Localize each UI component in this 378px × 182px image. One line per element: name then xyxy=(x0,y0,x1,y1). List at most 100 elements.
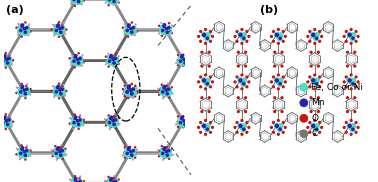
Circle shape xyxy=(107,4,110,6)
Circle shape xyxy=(167,149,170,153)
Circle shape xyxy=(182,123,187,128)
Circle shape xyxy=(21,85,25,88)
Circle shape xyxy=(72,59,76,63)
Circle shape xyxy=(170,32,173,34)
Circle shape xyxy=(26,152,31,157)
Circle shape xyxy=(58,150,62,153)
Circle shape xyxy=(167,25,172,31)
Circle shape xyxy=(277,87,280,90)
Circle shape xyxy=(20,144,23,147)
Circle shape xyxy=(313,127,319,132)
Circle shape xyxy=(162,147,166,151)
Circle shape xyxy=(166,92,169,96)
Circle shape xyxy=(129,88,133,92)
Circle shape xyxy=(306,80,310,84)
Circle shape xyxy=(58,82,60,85)
Circle shape xyxy=(167,87,172,92)
Circle shape xyxy=(136,87,138,89)
Circle shape xyxy=(177,120,179,123)
Circle shape xyxy=(132,149,135,153)
Circle shape xyxy=(51,149,53,151)
Circle shape xyxy=(136,30,138,33)
Circle shape xyxy=(74,181,79,182)
Circle shape xyxy=(284,126,287,129)
Circle shape xyxy=(282,85,285,88)
Circle shape xyxy=(112,177,115,179)
Circle shape xyxy=(130,30,134,34)
Circle shape xyxy=(273,51,276,54)
Circle shape xyxy=(19,30,24,35)
Circle shape xyxy=(164,154,169,159)
Circle shape xyxy=(182,115,184,118)
Circle shape xyxy=(200,51,203,54)
Circle shape xyxy=(73,54,75,57)
Circle shape xyxy=(60,148,66,154)
Circle shape xyxy=(105,59,111,64)
Circle shape xyxy=(166,146,168,149)
Circle shape xyxy=(53,147,58,152)
Circle shape xyxy=(211,35,214,38)
Circle shape xyxy=(315,127,318,131)
Circle shape xyxy=(170,148,173,150)
Circle shape xyxy=(26,91,31,96)
Circle shape xyxy=(185,66,187,68)
Circle shape xyxy=(129,92,134,98)
Circle shape xyxy=(15,86,18,88)
Circle shape xyxy=(276,79,281,85)
Circle shape xyxy=(350,127,356,132)
Circle shape xyxy=(1,55,3,58)
Circle shape xyxy=(134,95,136,97)
Circle shape xyxy=(17,90,22,95)
Circle shape xyxy=(108,0,112,1)
Circle shape xyxy=(0,65,2,67)
Circle shape xyxy=(114,57,117,60)
Circle shape xyxy=(355,30,358,33)
Circle shape xyxy=(23,153,27,157)
Circle shape xyxy=(63,22,65,25)
Circle shape xyxy=(167,29,172,34)
Circle shape xyxy=(167,87,170,91)
Circle shape xyxy=(28,34,30,36)
Circle shape xyxy=(300,99,308,107)
Circle shape xyxy=(239,124,245,130)
Circle shape xyxy=(76,123,81,128)
Circle shape xyxy=(199,75,202,79)
Circle shape xyxy=(313,133,316,136)
Circle shape xyxy=(282,40,285,43)
Circle shape xyxy=(160,24,164,29)
Circle shape xyxy=(204,127,210,132)
Circle shape xyxy=(185,60,190,65)
Circle shape xyxy=(1,124,3,127)
Circle shape xyxy=(312,124,318,130)
Circle shape xyxy=(9,115,12,117)
Circle shape xyxy=(183,123,187,126)
Circle shape xyxy=(1,59,5,63)
Circle shape xyxy=(240,73,243,77)
Circle shape xyxy=(181,119,186,124)
Circle shape xyxy=(306,35,310,38)
Circle shape xyxy=(21,89,26,93)
Circle shape xyxy=(0,120,5,126)
Circle shape xyxy=(56,85,60,88)
Circle shape xyxy=(353,96,356,99)
Circle shape xyxy=(69,179,71,181)
Circle shape xyxy=(275,78,279,83)
Circle shape xyxy=(0,55,5,60)
Circle shape xyxy=(56,86,59,90)
Circle shape xyxy=(132,87,135,91)
Circle shape xyxy=(350,73,353,77)
Circle shape xyxy=(115,127,117,129)
Circle shape xyxy=(168,22,170,25)
Circle shape xyxy=(199,131,202,134)
Circle shape xyxy=(130,153,134,157)
Circle shape xyxy=(235,75,239,79)
Circle shape xyxy=(23,92,27,96)
Circle shape xyxy=(127,35,129,38)
Circle shape xyxy=(78,177,81,180)
Circle shape xyxy=(160,22,163,24)
Circle shape xyxy=(129,27,133,30)
Circle shape xyxy=(346,96,349,99)
Circle shape xyxy=(135,85,137,87)
Circle shape xyxy=(127,86,130,90)
Circle shape xyxy=(107,114,110,117)
